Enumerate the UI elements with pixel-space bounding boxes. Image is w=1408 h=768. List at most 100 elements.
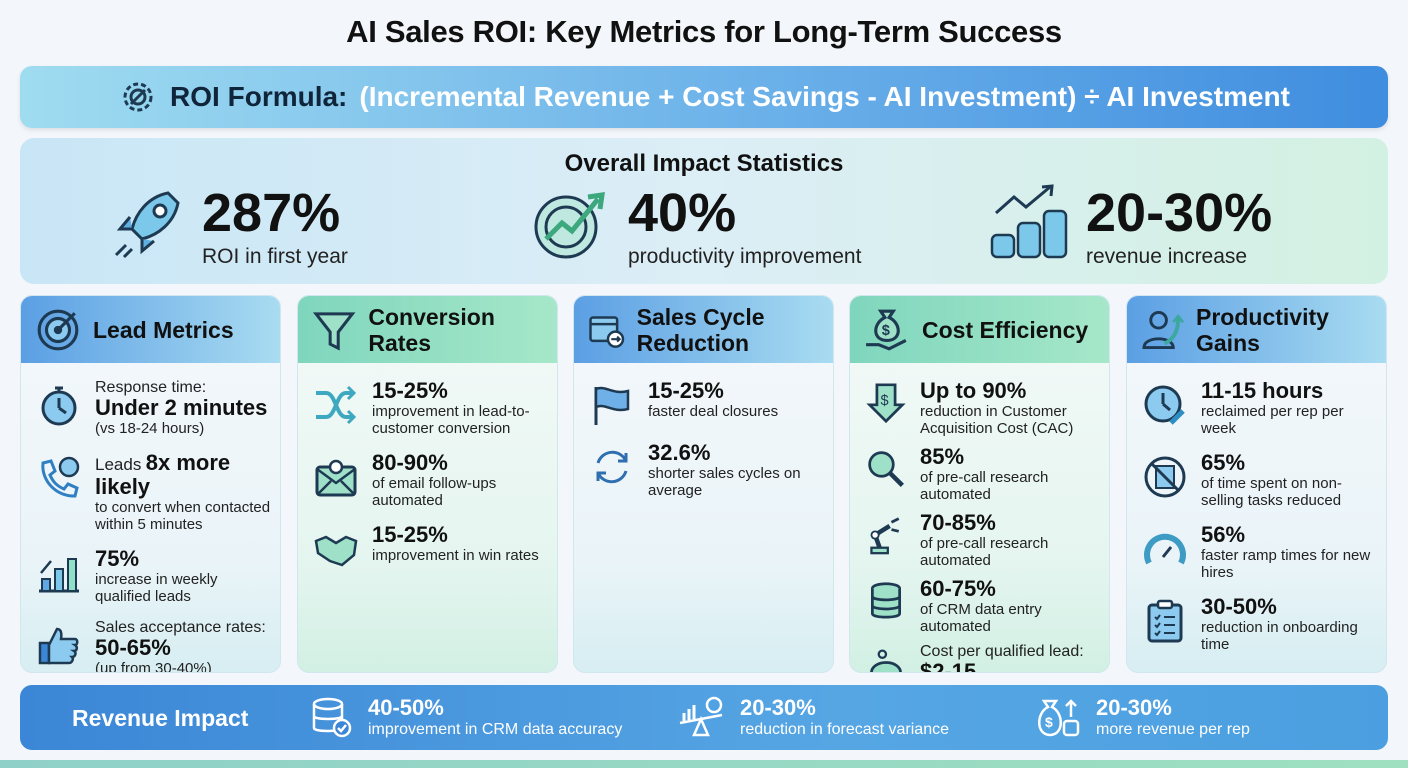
item-value: 32.6%	[648, 440, 711, 465]
phone-chat-icon	[41, 456, 80, 498]
piggy-bank-icon	[870, 649, 902, 672]
metric-item: 60-75% of CRM data entry automated	[866, 577, 1101, 635]
item-prefix: Leads	[95, 455, 142, 474]
stat-value: 40%	[628, 183, 737, 243]
gauge-arrow-icon	[534, 192, 605, 259]
card-title: Sales Cycle Reduction	[636, 303, 765, 356]
metric-item: $ Up to 90% reduction in Customer Acquisit…	[866, 379, 1101, 437]
dollar-down-arrow-icon: $	[866, 383, 906, 423]
revenue-impact-title: Revenue Impact	[72, 705, 249, 731]
card-title: Productivity Gains	[1196, 303, 1329, 356]
revenue-item-label: improvement in CRM data accuracy	[368, 721, 623, 738]
funnel-icon	[312, 311, 356, 351]
item-description: (vs 18-24 hours)	[95, 420, 205, 437]
person-growth-icon	[1142, 310, 1184, 349]
svg-text:$: $	[1045, 714, 1053, 730]
card-header: Lead Metrics	[21, 296, 280, 363]
item-description: of email follow-ups automated	[372, 475, 497, 509]
balance-chart-icon	[679, 696, 723, 737]
item-description: shorter sales cycles on average	[648, 465, 801, 499]
bottom-accent-line	[0, 760, 1408, 768]
calendar-arrow-icon	[589, 315, 625, 348]
revenue-impact-bar: Revenue Impact 40-50% improvement in CRM …	[20, 685, 1388, 750]
item-value: 50-65%	[95, 635, 171, 660]
item-value: 85%	[920, 444, 965, 469]
revenue-item-value: 20-30%	[740, 695, 816, 720]
rocket-icon	[114, 191, 180, 259]
database-icon	[871, 582, 901, 619]
item-value: 8x more likely	[95, 450, 231, 499]
metric-item: Sales acceptance rates: 50-65% (up from 30…	[37, 619, 272, 672]
metric-item: 70-85% of pre-call research automated	[866, 511, 1101, 569]
robot-arm-icon	[870, 517, 900, 555]
roi-formula-banner: ROI Formula: (Incremental Revenue + Cost…	[20, 66, 1388, 128]
item-value: 15-25%	[372, 378, 448, 403]
card-conversion-rates: Conversion Rates 15-25% improvement in le…	[297, 295, 558, 673]
item-value: 15-25%	[648, 378, 724, 403]
metric-item: 30-50% reduction in onboarding time	[1143, 595, 1378, 653]
clipboard-checklist-icon	[1147, 599, 1183, 643]
item-description: improvement in win rates	[372, 547, 539, 564]
revenue-item: 40-50% improvement in CRM data accuracy	[310, 695, 622, 739]
item-description: reclaimed per rep per week	[1201, 403, 1344, 437]
metric-item: 80-90% of email follow-ups automated	[314, 451, 549, 509]
metric-item: 75% increase in weekly qualified leads	[37, 547, 272, 605]
formula-label: ROI Formula:	[170, 81, 348, 112]
metric-item: Leads 8x more likely to convert when cont…	[37, 451, 272, 533]
revenue-item: 20-30% reduction in forecast variance	[676, 695, 949, 739]
item-description: of pre-call research automated	[920, 535, 1049, 569]
item-value: 15-25%	[372, 522, 448, 547]
item-description: of pre-call research automated	[920, 469, 1049, 503]
item-value: 65%	[1201, 450, 1246, 475]
item-description: increase in weekly qualified leads	[95, 571, 218, 605]
item-value: 70-85%	[920, 510, 996, 535]
magnifier-icon	[868, 451, 904, 487]
thumbs-up-icon	[38, 627, 79, 665]
metric-item: 56% faster ramp times for new hires	[1143, 523, 1378, 581]
svg-text:$: $	[881, 393, 889, 409]
stat-value: 287%	[202, 183, 341, 243]
metric-item: 85% of pre-call research automated	[866, 445, 1101, 503]
flag-icon	[594, 386, 630, 425]
card-title: Lead Metrics	[93, 316, 234, 343]
revenue-item-value: 20-30%	[1096, 695, 1172, 720]
item-value: 75%	[95, 546, 140, 571]
metric-item: 32.6% shorter sales cycles on average	[590, 441, 825, 499]
database-check-icon	[312, 697, 352, 738]
card-productivity-gains: Productivity Gains 11-15 hours reclaimed …	[1126, 295, 1387, 673]
revenue-item-label: reduction in forecast variance	[740, 721, 949, 738]
item-prefix: Sales acceptance rates:	[95, 619, 266, 636]
item-value: $2-15	[920, 659, 977, 673]
revenue-item-label: more revenue per rep	[1096, 721, 1250, 738]
formula-expression: (Incremental Revenue + Cost Savings - AI…	[359, 81, 1290, 112]
card-header: Sales Cycle Reduction	[574, 296, 833, 363]
metric-item: 65% of time spent on non-selling tasks re…	[1143, 451, 1378, 509]
item-description: faster deal closures	[648, 403, 779, 420]
card-header: Conversion Rates	[298, 296, 557, 363]
stopwatch-icon	[41, 386, 77, 426]
speedometer-icon	[1144, 533, 1186, 565]
metric-item: Response time: Under 2 minutes (vs 18-24 h…	[37, 379, 272, 437]
envelope-icon	[315, 459, 357, 497]
card-header: $ Cost Efficiency	[850, 296, 1109, 363]
stat-productivity: 40% productivity improvement	[526, 183, 861, 269]
card-sales-cycle-reduction: Sales Cycle Reduction 15-25% faster deal …	[573, 295, 834, 673]
card-header: Productivity Gains	[1127, 296, 1386, 363]
card-title: Conversion Rates	[368, 303, 495, 356]
handshake-icon	[314, 535, 358, 567]
overall-heading: Overall Impact Statistics	[564, 150, 844, 177]
item-value: Up to 90%	[920, 378, 1027, 403]
stat-value: 20-30%	[1086, 183, 1273, 243]
no-document-icon	[1144, 456, 1186, 498]
stat-label: revenue increase	[1086, 245, 1248, 268]
stat-label: ROI in first year	[202, 245, 348, 268]
stat-label: productivity improvement	[628, 245, 862, 268]
item-value: 30-50%	[1201, 594, 1277, 619]
item-description: reduction in onboarding time	[1201, 619, 1358, 653]
clock-wrench-icon	[1144, 385, 1185, 425]
item-description: of time spent on non-selling tasks reduc…	[1201, 475, 1342, 509]
metric-item: 11-15 hours reclaimed per rep per week	[1143, 379, 1378, 437]
item-prefix: Response time:	[95, 379, 207, 396]
coins-growth-icon	[990, 184, 1068, 259]
metric-item: 15-25% improvement in win rates	[314, 523, 549, 571]
